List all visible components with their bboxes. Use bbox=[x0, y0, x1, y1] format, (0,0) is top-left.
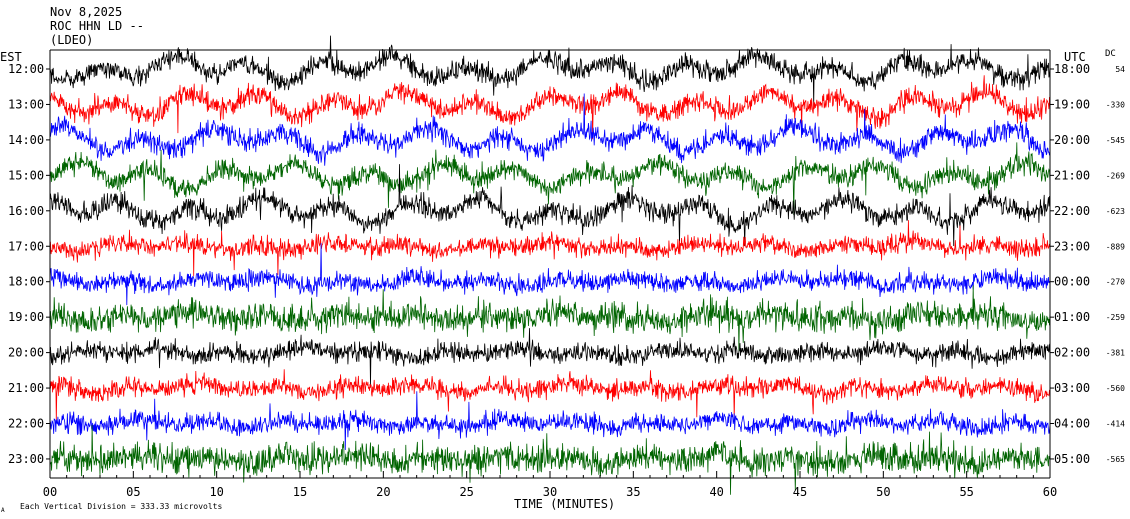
trace-line bbox=[49, 164, 1051, 247]
est-hour-label: 20:00 bbox=[8, 346, 44, 360]
x-tick-label: 30 bbox=[543, 485, 557, 499]
date-label: Nov 8,2025 bbox=[50, 5, 122, 19]
dc-offset-value: -545 bbox=[1106, 136, 1125, 145]
utc-hour-label: 02:00 bbox=[1054, 346, 1090, 360]
station-label: ROC HHN LD -- bbox=[50, 19, 144, 33]
x-tick-label: 15 bbox=[293, 485, 307, 499]
dc-offset-value: -889 bbox=[1106, 242, 1125, 251]
trace-line bbox=[49, 391, 1051, 451]
utc-hour-label: 19:00 bbox=[1054, 97, 1090, 111]
est-hour-label: 18:00 bbox=[8, 275, 44, 289]
est-hour-label: 19:00 bbox=[8, 310, 44, 324]
x-tick-label: 00 bbox=[43, 485, 57, 499]
utc-hour-label: 23:00 bbox=[1054, 239, 1090, 253]
x-tick-label: 10 bbox=[209, 485, 223, 499]
scale-note: Each Vertical Division = 333.33 microvol… bbox=[20, 502, 222, 511]
dc-offset-value: -381 bbox=[1106, 349, 1125, 358]
utc-hour-label: 01:00 bbox=[1054, 310, 1090, 324]
dc-offset-value: -259 bbox=[1106, 313, 1125, 322]
corner-mark: A bbox=[1, 507, 5, 514]
x-tick-label: 25 bbox=[459, 485, 473, 499]
x-axis-label: TIME (MINUTES) bbox=[514, 497, 615, 511]
est-axis-label: EST bbox=[0, 50, 22, 64]
x-tick-label: 35 bbox=[626, 485, 640, 499]
dc-offset-value: -560 bbox=[1106, 384, 1125, 393]
dc-offset-value: -330 bbox=[1106, 100, 1125, 109]
est-hour-label: 14:00 bbox=[8, 133, 44, 147]
dc-offset-value: -414 bbox=[1106, 420, 1125, 429]
est-hour-label: 21:00 bbox=[8, 381, 44, 395]
utc-axis-label: UTC bbox=[1064, 50, 1086, 64]
est-hour-label: 15:00 bbox=[8, 168, 44, 182]
dc-column-label: DC bbox=[1105, 49, 1116, 59]
est-hour-label: 23:00 bbox=[8, 452, 44, 466]
trace-line bbox=[49, 220, 1051, 277]
plot-frame bbox=[49, 49, 1051, 479]
utc-hour-label: 00:00 bbox=[1054, 275, 1090, 289]
utc-hour-label: 03:00 bbox=[1054, 381, 1090, 395]
utc-hour-label: 22:00 bbox=[1054, 204, 1090, 218]
est-hour-label: 22:00 bbox=[8, 417, 44, 431]
est-hour-label: 13:00 bbox=[8, 97, 44, 111]
trace-line bbox=[49, 35, 1051, 106]
dc-offset-value: -565 bbox=[1106, 455, 1125, 464]
trace-line bbox=[49, 93, 1051, 166]
dc-offset-value: -269 bbox=[1106, 171, 1125, 180]
est-hour-label: 16:00 bbox=[8, 204, 44, 218]
est-hour-label: 12:00 bbox=[8, 62, 44, 76]
trace-line bbox=[50, 369, 1051, 422]
x-tick-label: 05 bbox=[126, 485, 140, 499]
network-label: (LDEO) bbox=[50, 33, 93, 47]
x-tick-label: 55 bbox=[959, 485, 973, 499]
trace-line bbox=[49, 285, 1051, 353]
dc-offset-value: -623 bbox=[1106, 207, 1125, 216]
x-tick-label: 45 bbox=[793, 485, 807, 499]
utc-hour-label: 05:00 bbox=[1054, 452, 1090, 466]
x-tick-label: 40 bbox=[709, 485, 723, 499]
est-hour-label: 17:00 bbox=[8, 239, 44, 253]
trace-line bbox=[49, 75, 1051, 140]
trace-line bbox=[49, 142, 1051, 216]
trace-lines bbox=[49, 35, 1051, 495]
x-tick-label: 50 bbox=[876, 485, 890, 499]
utc-hour-label: 21:00 bbox=[1054, 168, 1090, 182]
trace-line bbox=[49, 243, 1051, 306]
x-tick-label: 60 bbox=[1043, 485, 1057, 499]
trace-line bbox=[49, 328, 1051, 387]
utc-hour-label: 04:00 bbox=[1054, 417, 1090, 431]
utc-hour-label: 18:00 bbox=[1054, 62, 1090, 76]
dc-offset-value: 54 bbox=[1115, 65, 1125, 74]
x-tick-label: 20 bbox=[376, 485, 390, 499]
utc-hour-label: 20:00 bbox=[1054, 133, 1090, 147]
dc-offset-value: -270 bbox=[1106, 278, 1125, 287]
trace-line bbox=[49, 424, 1051, 495]
